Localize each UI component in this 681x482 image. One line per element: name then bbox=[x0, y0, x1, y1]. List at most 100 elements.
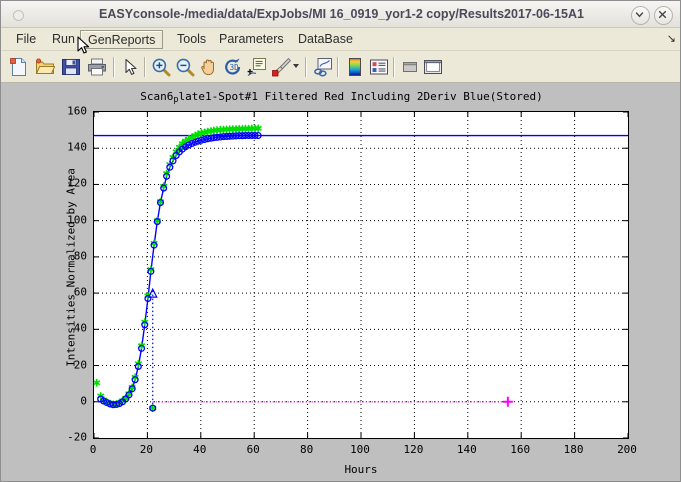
print-button[interactable] bbox=[85, 55, 109, 79]
data-point-marker bbox=[93, 378, 101, 387]
menu-item-file[interactable]: File bbox=[16, 32, 37, 46]
save-button[interactable] bbox=[59, 55, 83, 79]
fit-point-marker bbox=[141, 321, 149, 329]
fit-point-marker bbox=[156, 199, 165, 207]
pointer-icon bbox=[125, 58, 137, 75]
colormap-icon bbox=[349, 58, 361, 76]
new-file-button[interactable] bbox=[7, 55, 31, 79]
new-file-icon bbox=[10, 58, 26, 76]
chevron-down-icon bbox=[635, 12, 644, 18]
save-disk-icon bbox=[62, 59, 80, 75]
fit-point-marker bbox=[213, 133, 221, 141]
fit-point-marker bbox=[210, 134, 218, 142]
fit-point-marker bbox=[125, 391, 133, 399]
x-tick-label: 80 bbox=[299, 443, 314, 456]
pan-button[interactable] bbox=[197, 55, 221, 79]
rotate-3d-icon: 3D bbox=[225, 58, 241, 75]
y-tick-label: 100 bbox=[67, 213, 87, 227]
plot-canvas bbox=[93, 111, 629, 439]
menu-item-run[interactable]: Run bbox=[52, 32, 75, 46]
insert-legend-button[interactable] bbox=[245, 55, 269, 79]
title-bar: EASYconsole-/media/data/ExpJobs/MI 16_09… bbox=[1, 1, 680, 28]
brush-color-dropdown-arrow-icon[interactable] bbox=[293, 64, 299, 68]
y-tick-label: 0 bbox=[80, 394, 87, 408]
fit-point-marker bbox=[131, 376, 139, 384]
y-tick-label: 80 bbox=[73, 249, 87, 263]
open-folder-button[interactable] bbox=[33, 55, 57, 79]
fit-point-marker bbox=[188, 139, 196, 148]
inflection-marker bbox=[147, 287, 158, 298]
fit-point-marker bbox=[144, 294, 152, 303]
pointer-select-button[interactable] bbox=[119, 55, 143, 79]
dock-figure-icon bbox=[424, 60, 442, 74]
toolbar-separator-3 bbox=[305, 57, 307, 77]
menu-item-genreports[interactable]: GenReports bbox=[80, 30, 164, 49]
fit-point-marker bbox=[216, 133, 224, 141]
chart-title-main: Scan6 bbox=[140, 90, 174, 103]
fit-curve-line bbox=[100, 134, 259, 406]
menu-item-parameters[interactable]: Parameters bbox=[219, 32, 284, 46]
dock-figure-button[interactable] bbox=[421, 55, 445, 79]
menu-overflow-arrow-icon[interactable]: ↘ bbox=[666, 33, 676, 45]
fit-point-marker bbox=[137, 344, 146, 352]
toolbar-separator-4 bbox=[337, 57, 339, 77]
fit-point-marker bbox=[160, 184, 168, 192]
mouse-cursor-icon bbox=[77, 36, 90, 54]
close-window-button[interactable] bbox=[654, 6, 673, 25]
fit-point-marker bbox=[254, 131, 262, 140]
fit-point-marker bbox=[163, 172, 171, 180]
fit-point-marker bbox=[194, 137, 202, 145]
menu-item-tools[interactable]: Tools bbox=[177, 32, 207, 46]
colormap-button[interactable] bbox=[343, 55, 367, 79]
window-title: EASYconsole-/media/data/ExpJobs/MI 16_09… bbox=[99, 7, 584, 21]
window-menu-icon[interactable] bbox=[13, 10, 24, 21]
x-tick-label: 180 bbox=[563, 443, 584, 456]
x-tick-label: 60 bbox=[246, 443, 260, 456]
menu-bar: File Run GenReports Tools Parameters Dat… bbox=[1, 28, 680, 54]
print-icon bbox=[88, 58, 106, 76]
x-tick-label: 20 bbox=[139, 443, 154, 456]
zoom-in-button[interactable] bbox=[149, 55, 173, 79]
y-axis-label: Intensities Normalized by Area bbox=[64, 168, 78, 367]
y-tick-label: 120 bbox=[67, 176, 87, 190]
link-plot-icon bbox=[314, 58, 332, 77]
pan-hand-icon bbox=[201, 59, 214, 76]
fit-point-marker bbox=[150, 241, 158, 249]
shade-window-button[interactable] bbox=[631, 6, 650, 25]
fit-point-marker bbox=[128, 385, 136, 393]
tool-bar: 3D bbox=[1, 51, 680, 83]
x-tick-label: 140 bbox=[456, 443, 477, 456]
plot-browser-button[interactable] bbox=[367, 55, 391, 79]
x-tick-label: 200 bbox=[617, 443, 637, 456]
plot-wrapper: Intensities Normalized by Area Hours -20… bbox=[65, 105, 637, 477]
chart-title-rest: late1-Spot#1 Filtered Red Including 2Der… bbox=[178, 90, 543, 103]
y-tick-label: -20 bbox=[67, 430, 87, 444]
x-tick-label: 100 bbox=[350, 443, 370, 456]
toolbar-separator-2 bbox=[144, 57, 146, 77]
zoom-out-button[interactable] bbox=[173, 55, 197, 79]
y-tick-label: 160 bbox=[67, 104, 87, 118]
x-tick-label: 40 bbox=[193, 443, 207, 456]
baseline-marker bbox=[502, 396, 513, 407]
brush-color-button[interactable] bbox=[269, 55, 293, 79]
y-tick-label: 60 bbox=[73, 285, 87, 299]
menu-item-database[interactable]: DataBase bbox=[298, 32, 353, 46]
x-tick-label: 160 bbox=[510, 443, 531, 456]
fit-point-marker bbox=[200, 135, 209, 144]
zoom-out-icon bbox=[176, 58, 195, 77]
toolbar-separator-1 bbox=[113, 57, 115, 77]
y-tick-label: 20 bbox=[73, 358, 87, 372]
data-point-marker bbox=[149, 404, 157, 413]
hide-plot-tools-button[interactable] bbox=[398, 55, 422, 79]
brush-color-icon bbox=[272, 57, 291, 77]
rotate-3d-button[interactable]: 3D bbox=[221, 55, 245, 79]
fit-point-marker bbox=[112, 400, 120, 409]
link-plot-button[interactable] bbox=[311, 55, 335, 79]
fit-point-marker bbox=[134, 362, 142, 371]
chart-title: Scan6plate1-Spot#1 Filtered Red Includin… bbox=[1, 90, 680, 105]
zoom-in-icon bbox=[152, 58, 171, 77]
fit-point-marker bbox=[169, 157, 177, 165]
data-point-marker bbox=[254, 124, 262, 133]
plot-area[interactable] bbox=[93, 111, 629, 439]
